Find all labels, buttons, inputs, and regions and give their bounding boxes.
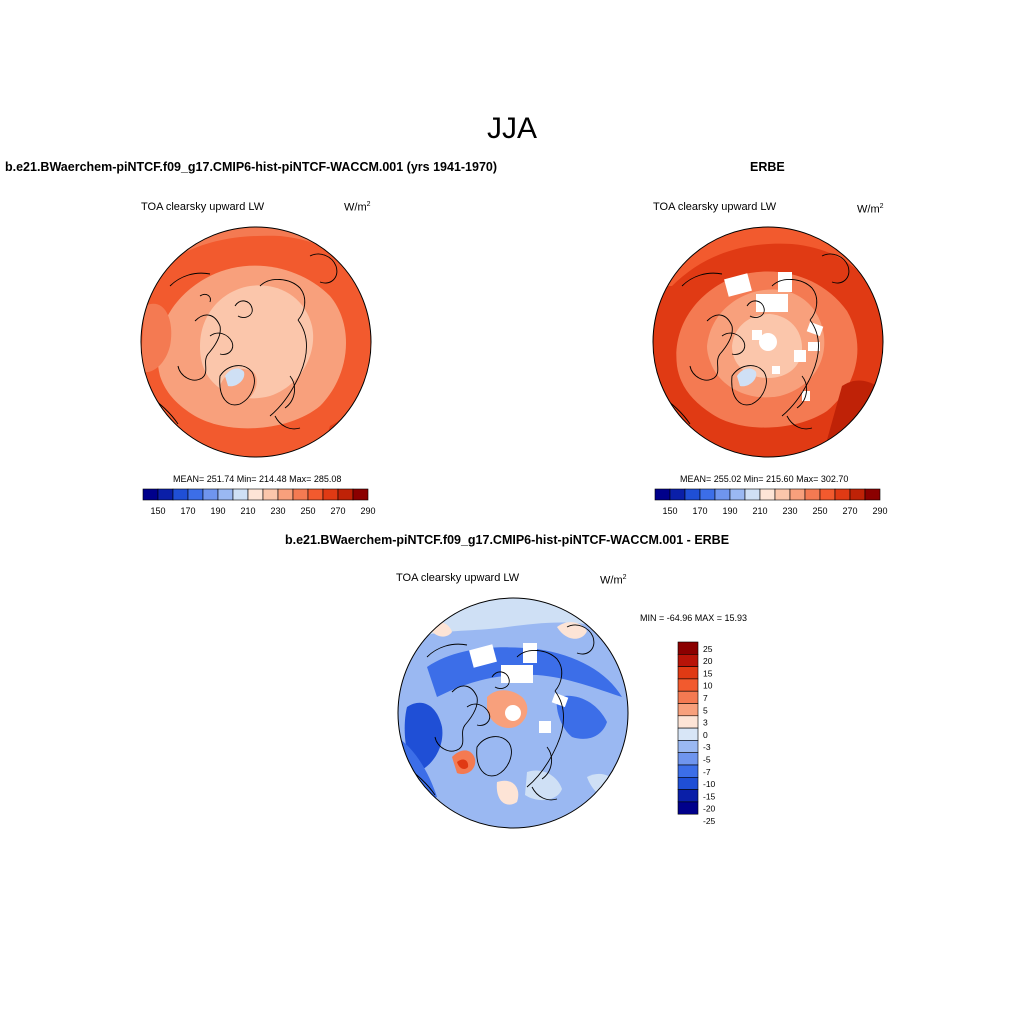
- model-colorbar-box: [187, 488, 204, 501]
- model-variable-label: TOA clearsky upward LW: [141, 201, 265, 213]
- obs-colorbar: 150 170 190 210 230 250 270 290: [654, 488, 888, 516]
- diff-colorbar-label: 10: [703, 681, 713, 691]
- obs-units-label: W/m2: [857, 203, 884, 216]
- model-colorbar-box: [262, 488, 279, 501]
- obs-colorbar-box: [669, 488, 686, 501]
- model-colorbar-label: 170: [180, 506, 195, 516]
- obs-colorbar-label: 210: [752, 506, 767, 516]
- diff-colorbar-box: [677, 777, 699, 790]
- model-colorbar-box: [277, 488, 294, 501]
- obs-colorbar-box: [849, 488, 866, 501]
- diff-colorbar: 25 20 15 10 7 5 3 0 -3 -5 -7 -10 -15 -20 -25: [677, 641, 716, 826]
- diff-colorbar-label: -15: [703, 791, 716, 801]
- diff-case-title: b.e21.BWaerchem-piNTCF.f09_g17.CMIP6-his…: [285, 533, 730, 547]
- model-colorbar-box: [232, 488, 249, 501]
- obs-colorbar-box: [714, 488, 731, 501]
- diff-units-label: W/m2: [600, 574, 627, 587]
- diff-colorbar-label: 3: [703, 718, 708, 728]
- diff-colorbar-box: [677, 715, 699, 729]
- model-colorbar-box: [157, 488, 174, 501]
- diff-colorbar-box: [677, 764, 699, 778]
- model-colorbar-box: [202, 488, 219, 501]
- obs-colorbar-label: 270: [842, 506, 857, 516]
- diff-colorbar-label: 15: [703, 668, 713, 678]
- obs-colorbar-label: 150: [662, 506, 677, 516]
- diff-colorbar-box: [677, 789, 699, 803]
- obs-colorbar-box: [699, 488, 716, 501]
- diff-colorbar-label: -5: [703, 755, 711, 765]
- obs-colorbar-label: 230: [782, 506, 797, 516]
- page-title: JJA: [486, 112, 537, 145]
- obs-colorbar-box: [819, 488, 836, 501]
- diff-colorbar-box: [677, 727, 699, 741]
- diff-colorbar-box: [677, 666, 699, 680]
- model-colorbar-box: [217, 488, 234, 501]
- diff-colorbar-label: -25: [703, 816, 716, 826]
- model-colorbar-box: [142, 488, 159, 501]
- obs-polar-map: [652, 226, 884, 458]
- obs-colorbar-box: [744, 488, 761, 501]
- diff-minmax-text: MIN = -64.96 MAX = 15.93: [640, 613, 748, 623]
- obs-colorbar-box: [864, 488, 881, 501]
- model-colorbar-label: 210: [240, 506, 255, 516]
- obs-colorbar-box: [684, 488, 701, 501]
- model-colorbar-box: [247, 488, 264, 501]
- model-colorbar-label: 290: [360, 506, 375, 516]
- diff-colorbar-box: [677, 740, 699, 754]
- obs-colorbar-box: [759, 488, 776, 501]
- diff-colorbar-box: [677, 641, 699, 655]
- obs-colorbar-label: 190: [722, 506, 737, 516]
- diff-polar-map: [397, 597, 629, 829]
- diff-colorbar-box: [677, 703, 699, 717]
- diff-colorbar-box: [677, 690, 699, 704]
- diff-variable-label: TOA clearsky upward LW: [396, 572, 520, 584]
- obs-colorbar-box: [729, 488, 746, 501]
- diff-colorbar-label: -3: [703, 742, 711, 752]
- model-polar-map: [140, 226, 372, 458]
- obs-stats-text: MEAN= 255.02 Min= 215.60 Max= 302.70: [680, 474, 849, 484]
- model-colorbar-label: 150: [150, 506, 165, 516]
- model-case-title: b.e21.BWaerchem-piNTCF.f09_g17.CMIP6-his…: [5, 160, 498, 174]
- obs-colorbar-label: 250: [812, 506, 827, 516]
- model-colorbar-box: [352, 488, 369, 501]
- obs-colorbar-box: [789, 488, 806, 501]
- model-colorbar-box: [322, 488, 339, 501]
- diff-colorbar-label: 20: [703, 656, 713, 666]
- diff-colorbar-label: 0: [703, 730, 708, 740]
- diff-colorbar-label: 25: [703, 644, 713, 654]
- model-colorbar: 150 170 190 210 230 250 270 290: [142, 488, 376, 516]
- obs-colorbar-box: [804, 488, 821, 501]
- model-colorbar-box: [307, 488, 324, 501]
- obs-variable-label: TOA clearsky upward LW: [653, 201, 777, 213]
- diff-colorbar-box: [677, 678, 699, 692]
- model-colorbar-label: 270: [330, 506, 345, 516]
- diff-colorbar-box: [677, 752, 699, 766]
- obs-colorbar-label: 170: [692, 506, 707, 516]
- diff-colorbar-label: -10: [703, 779, 716, 789]
- diff-colorbar-box: [677, 654, 699, 667]
- model-colorbar-box: [292, 488, 309, 501]
- obs-colorbar-box: [654, 488, 671, 501]
- model-stats-text: MEAN= 251.74 Min= 214.48 Max= 285.08: [173, 474, 342, 484]
- diff-colorbar-label: -20: [703, 804, 716, 814]
- model-colorbar-label: 230: [270, 506, 285, 516]
- obs-colorbar-box: [834, 488, 851, 501]
- diff-colorbar-label: 7: [703, 693, 708, 703]
- obs-colorbar-box: [774, 488, 791, 501]
- model-colorbar-box: [337, 488, 354, 501]
- obs-case-title: ERBE: [750, 160, 785, 174]
- diff-colorbar-box: [677, 801, 699, 815]
- obs-colorbar-label: 290: [872, 506, 887, 516]
- model-colorbar-label: 250: [300, 506, 315, 516]
- model-units-label: W/m2: [344, 201, 371, 214]
- diff-colorbar-label: -7: [703, 767, 711, 777]
- model-colorbar-box: [172, 488, 189, 501]
- diff-colorbar-label: 5: [703, 705, 708, 715]
- model-colorbar-label: 190: [210, 506, 225, 516]
